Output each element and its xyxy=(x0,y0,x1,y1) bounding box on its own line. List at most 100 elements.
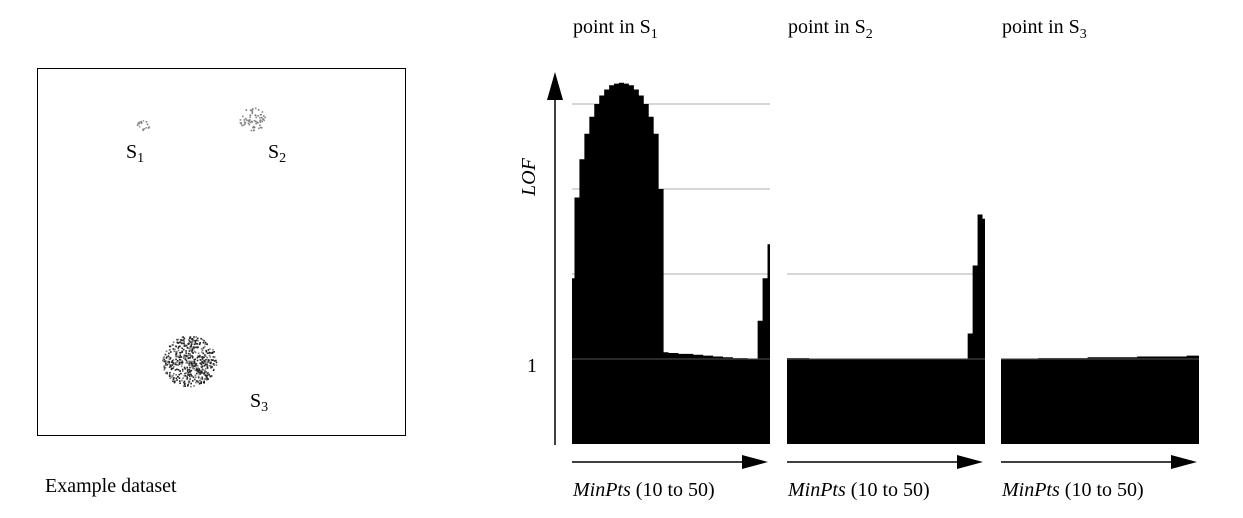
data-point xyxy=(168,356,171,358)
data-point xyxy=(190,360,192,363)
data-point xyxy=(191,350,193,353)
data-point xyxy=(205,358,207,361)
dataset-caption: Example dataset xyxy=(45,475,177,497)
data-point xyxy=(204,361,206,363)
data-point xyxy=(142,129,145,131)
data-point xyxy=(193,367,195,370)
data-point xyxy=(258,127,260,130)
data-point xyxy=(145,127,147,129)
data-point xyxy=(190,361,193,364)
data-point xyxy=(202,352,205,355)
data-point xyxy=(190,382,192,385)
data-point xyxy=(177,349,180,352)
data-point xyxy=(248,123,251,126)
data-point xyxy=(261,116,263,119)
data-point xyxy=(201,349,204,351)
data-point xyxy=(212,356,215,358)
data-point xyxy=(210,352,212,354)
data-point xyxy=(174,369,177,371)
data-point xyxy=(199,369,201,372)
data-point xyxy=(196,364,199,367)
cluster-3-points xyxy=(162,336,218,388)
data-point xyxy=(168,358,171,360)
data-point xyxy=(196,343,198,345)
data-point xyxy=(209,364,212,367)
data-point xyxy=(180,361,182,364)
data-point xyxy=(166,361,169,363)
data-point xyxy=(185,359,188,362)
data-point xyxy=(252,108,254,110)
data-point xyxy=(201,372,203,374)
data-point xyxy=(191,362,193,365)
data-point xyxy=(138,122,140,125)
data-point xyxy=(180,339,182,341)
data-point xyxy=(140,120,142,123)
data-point xyxy=(188,347,190,350)
data-point xyxy=(176,342,179,344)
data-point xyxy=(213,364,215,366)
data-point xyxy=(185,362,188,364)
data-point xyxy=(242,124,245,126)
data-point xyxy=(207,358,209,361)
data-point xyxy=(243,119,245,121)
cluster-2-points xyxy=(239,107,266,132)
data-point xyxy=(182,370,184,372)
data-point xyxy=(191,366,194,369)
data-point xyxy=(176,341,179,344)
x-axis-arrowhead xyxy=(1171,455,1197,469)
data-point xyxy=(182,377,184,379)
data-point xyxy=(249,114,252,117)
data-point xyxy=(187,380,190,382)
data-point xyxy=(259,121,262,123)
data-point xyxy=(183,366,186,369)
data-point xyxy=(245,119,248,121)
y-tick-label: 1 xyxy=(527,355,537,377)
data-point xyxy=(184,382,186,385)
data-point xyxy=(173,373,175,375)
data-point xyxy=(168,366,171,368)
data-point xyxy=(173,350,176,353)
data-point xyxy=(196,368,198,370)
data-point xyxy=(192,367,194,370)
data-point xyxy=(244,117,247,120)
data-point xyxy=(177,338,180,341)
data-point xyxy=(184,372,186,375)
data-point xyxy=(182,348,185,351)
data-point xyxy=(197,376,200,379)
data-point xyxy=(244,121,247,124)
data-point xyxy=(181,363,183,365)
data-point xyxy=(191,357,194,359)
data-point xyxy=(189,349,192,351)
data-point xyxy=(174,362,176,364)
data-point xyxy=(193,342,196,345)
data-point xyxy=(215,359,217,362)
data-point xyxy=(165,350,168,353)
data-point xyxy=(201,368,204,371)
data-point xyxy=(184,375,187,377)
data-point xyxy=(175,374,177,376)
data-point xyxy=(203,364,206,367)
data-point xyxy=(173,365,175,368)
data-point xyxy=(261,111,264,113)
data-point xyxy=(172,380,174,382)
data-point xyxy=(252,126,254,129)
data-point xyxy=(193,343,196,346)
data-point xyxy=(172,378,175,380)
data-point xyxy=(187,343,190,345)
data-point xyxy=(201,366,203,368)
data-point xyxy=(187,357,190,359)
data-point xyxy=(202,369,205,371)
data-point xyxy=(177,342,180,344)
data-point xyxy=(203,339,205,342)
lof-panel-2: point in S2 MinPts (10 to 50) xyxy=(787,16,985,501)
data-point xyxy=(170,365,172,368)
data-point xyxy=(190,370,192,372)
data-point xyxy=(190,373,192,376)
data-point xyxy=(208,365,211,367)
data-point xyxy=(210,375,213,377)
data-point xyxy=(183,380,186,383)
x-axis-label: MinPts (10 to 50) xyxy=(787,479,930,501)
data-point xyxy=(190,354,192,357)
